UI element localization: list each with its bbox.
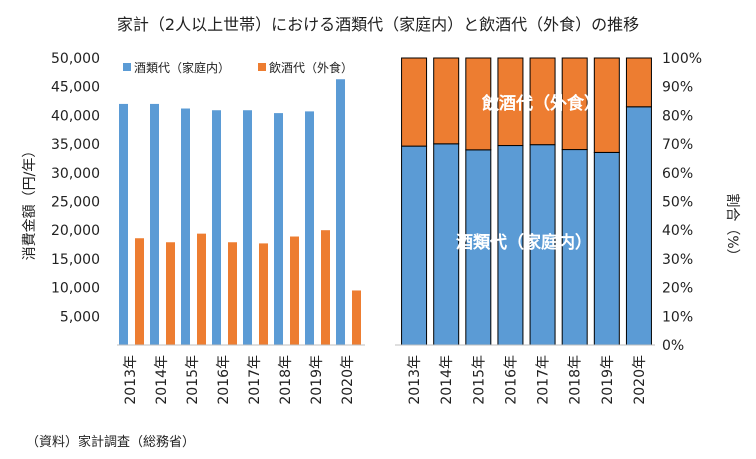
left-chart-bars: [119, 79, 361, 346]
right-bar-dining: [465, 57, 492, 151]
right-y-tick-label: 30%: [662, 252, 693, 268]
right-x-tick-label: 2020年: [632, 355, 648, 405]
left-y-tick-label: 5,000: [60, 309, 100, 325]
left-x-tick-label: 2017年: [247, 355, 263, 405]
left-y-tick-label: 10,000: [51, 281, 100, 297]
right-y-tick-label: 80%: [662, 108, 693, 124]
right-y-tick-label: 50%: [662, 195, 693, 211]
right-bar-home: [561, 149, 588, 346]
left-x-tick-label: 2016年: [216, 355, 232, 405]
right-x-tick-label: 2019年: [600, 355, 616, 405]
left-bar-dining: [352, 290, 361, 345]
left-bar-home: [181, 108, 190, 346]
right-bar-dining: [561, 57, 588, 151]
right-bar-home: [433, 143, 460, 346]
left-x-tick-label: 2014年: [154, 355, 170, 405]
left-x-tick-label: 2019年: [309, 355, 325, 405]
left-bar-home: [274, 113, 283, 345]
right-x-tick-label: 2014年: [439, 355, 455, 405]
left-bar-dining: [290, 236, 299, 345]
left-bar-dining: [228, 242, 237, 345]
right-y-tick-label: 90%: [662, 80, 693, 96]
right-y-axis: 0% 10% 20% 30% 40% 50% 60% 70% 80% 90% 100%: [662, 51, 702, 354]
right-x-tick-label: 2018年: [568, 355, 584, 405]
legend-swatch-dining: [258, 63, 266, 71]
left-y-tick-label: 15,000: [51, 252, 100, 268]
left-bar-dining: [259, 243, 268, 345]
left-x-tick-label: 2018年: [278, 355, 294, 405]
left-y-tick-label: 25,000: [51, 195, 100, 211]
right-bar-dining: [433, 57, 460, 145]
right-bar-dining: [401, 57, 428, 147]
left-bar-home: [243, 110, 252, 345]
right-chart-bars: [401, 57, 652, 346]
right-y-axis-label: 割合（%）: [724, 193, 741, 262]
right-y-tick-label: 40%: [662, 223, 693, 239]
right-x-tick-label: 2015年: [471, 355, 487, 405]
left-bar-home: [212, 110, 221, 345]
right-bar-dining: [497, 57, 524, 147]
right-bar-home: [401, 145, 428, 346]
left-y-tick-label: 50,000: [51, 51, 100, 67]
left-y-tick-label: 45,000: [51, 80, 100, 96]
left-bar-home: [119, 103, 128, 345]
legend-label-home: 酒類代（家庭内）: [134, 60, 230, 75]
legend: 酒類代（家庭内） 飲酒代（外食）: [123, 60, 353, 75]
right-bar-dining: [593, 57, 620, 153]
left-x-axis: 2013年 2014年 2015年 2016年 2017年 2018年 2019年 2020年: [123, 355, 356, 405]
right-bar-home: [593, 151, 620, 346]
left-bar-dining: [166, 242, 175, 345]
left-y-axis: 5,000 10,000 15,000 20,000 25,000 30,000 35,00…: [51, 51, 100, 325]
legend-swatch-home: [123, 63, 131, 71]
left-bar-home: [150, 103, 159, 345]
right-bar-dining: [529, 57, 556, 146]
source-note: （資料）家計調査（総務省）: [26, 434, 195, 450]
left-bar-dining: [135, 238, 144, 345]
right-bar-dining: [625, 57, 652, 108]
left-x-tick-label: 2013年: [123, 355, 139, 405]
right-x-axis: 2013年 2014年 2015年 2016年 2017年 2018年 2019年 2020年: [407, 355, 648, 405]
right-y-tick-label: 60%: [662, 166, 693, 182]
right-bar-home: [625, 106, 652, 346]
legend-label-dining: 飲酒代（外食）: [269, 60, 353, 75]
stack-label-dining: 飲酒代（外食）: [481, 93, 601, 114]
right-y-tick-label: 70%: [662, 137, 693, 153]
left-x-tick-label: 2015年: [185, 355, 201, 405]
left-x-tick-label: 2020年: [340, 355, 356, 405]
right-x-tick-label: 2016年: [503, 355, 519, 405]
right-y-tick-label: 10%: [662, 309, 693, 325]
right-y-tick-label: 100%: [662, 51, 702, 67]
left-bar-dining: [197, 233, 206, 345]
left-y-tick-label: 35,000: [51, 137, 100, 153]
left-y-tick-label: 40,000: [51, 108, 100, 124]
left-y-tick-label: 20,000: [51, 223, 100, 239]
left-bar-dining: [321, 230, 330, 345]
stack-label-home: 酒類代（家庭内）: [456, 232, 592, 253]
right-y-tick-label: 0%: [662, 338, 684, 354]
left-y-tick-label: 30,000: [51, 166, 100, 182]
right-x-tick-label: 2013年: [407, 355, 423, 405]
chart-title: 家計（2人以上世帯）における酒類代（家庭内）と飲酒代（外食）の推移: [117, 15, 639, 34]
right-y-tick-label: 20%: [662, 281, 693, 297]
left-bar-home: [305, 111, 314, 345]
left-bar-home: [336, 79, 345, 345]
right-x-tick-label: 2017年: [536, 355, 552, 405]
left-y-axis-label: 消費金額（円/年）: [22, 144, 38, 261]
